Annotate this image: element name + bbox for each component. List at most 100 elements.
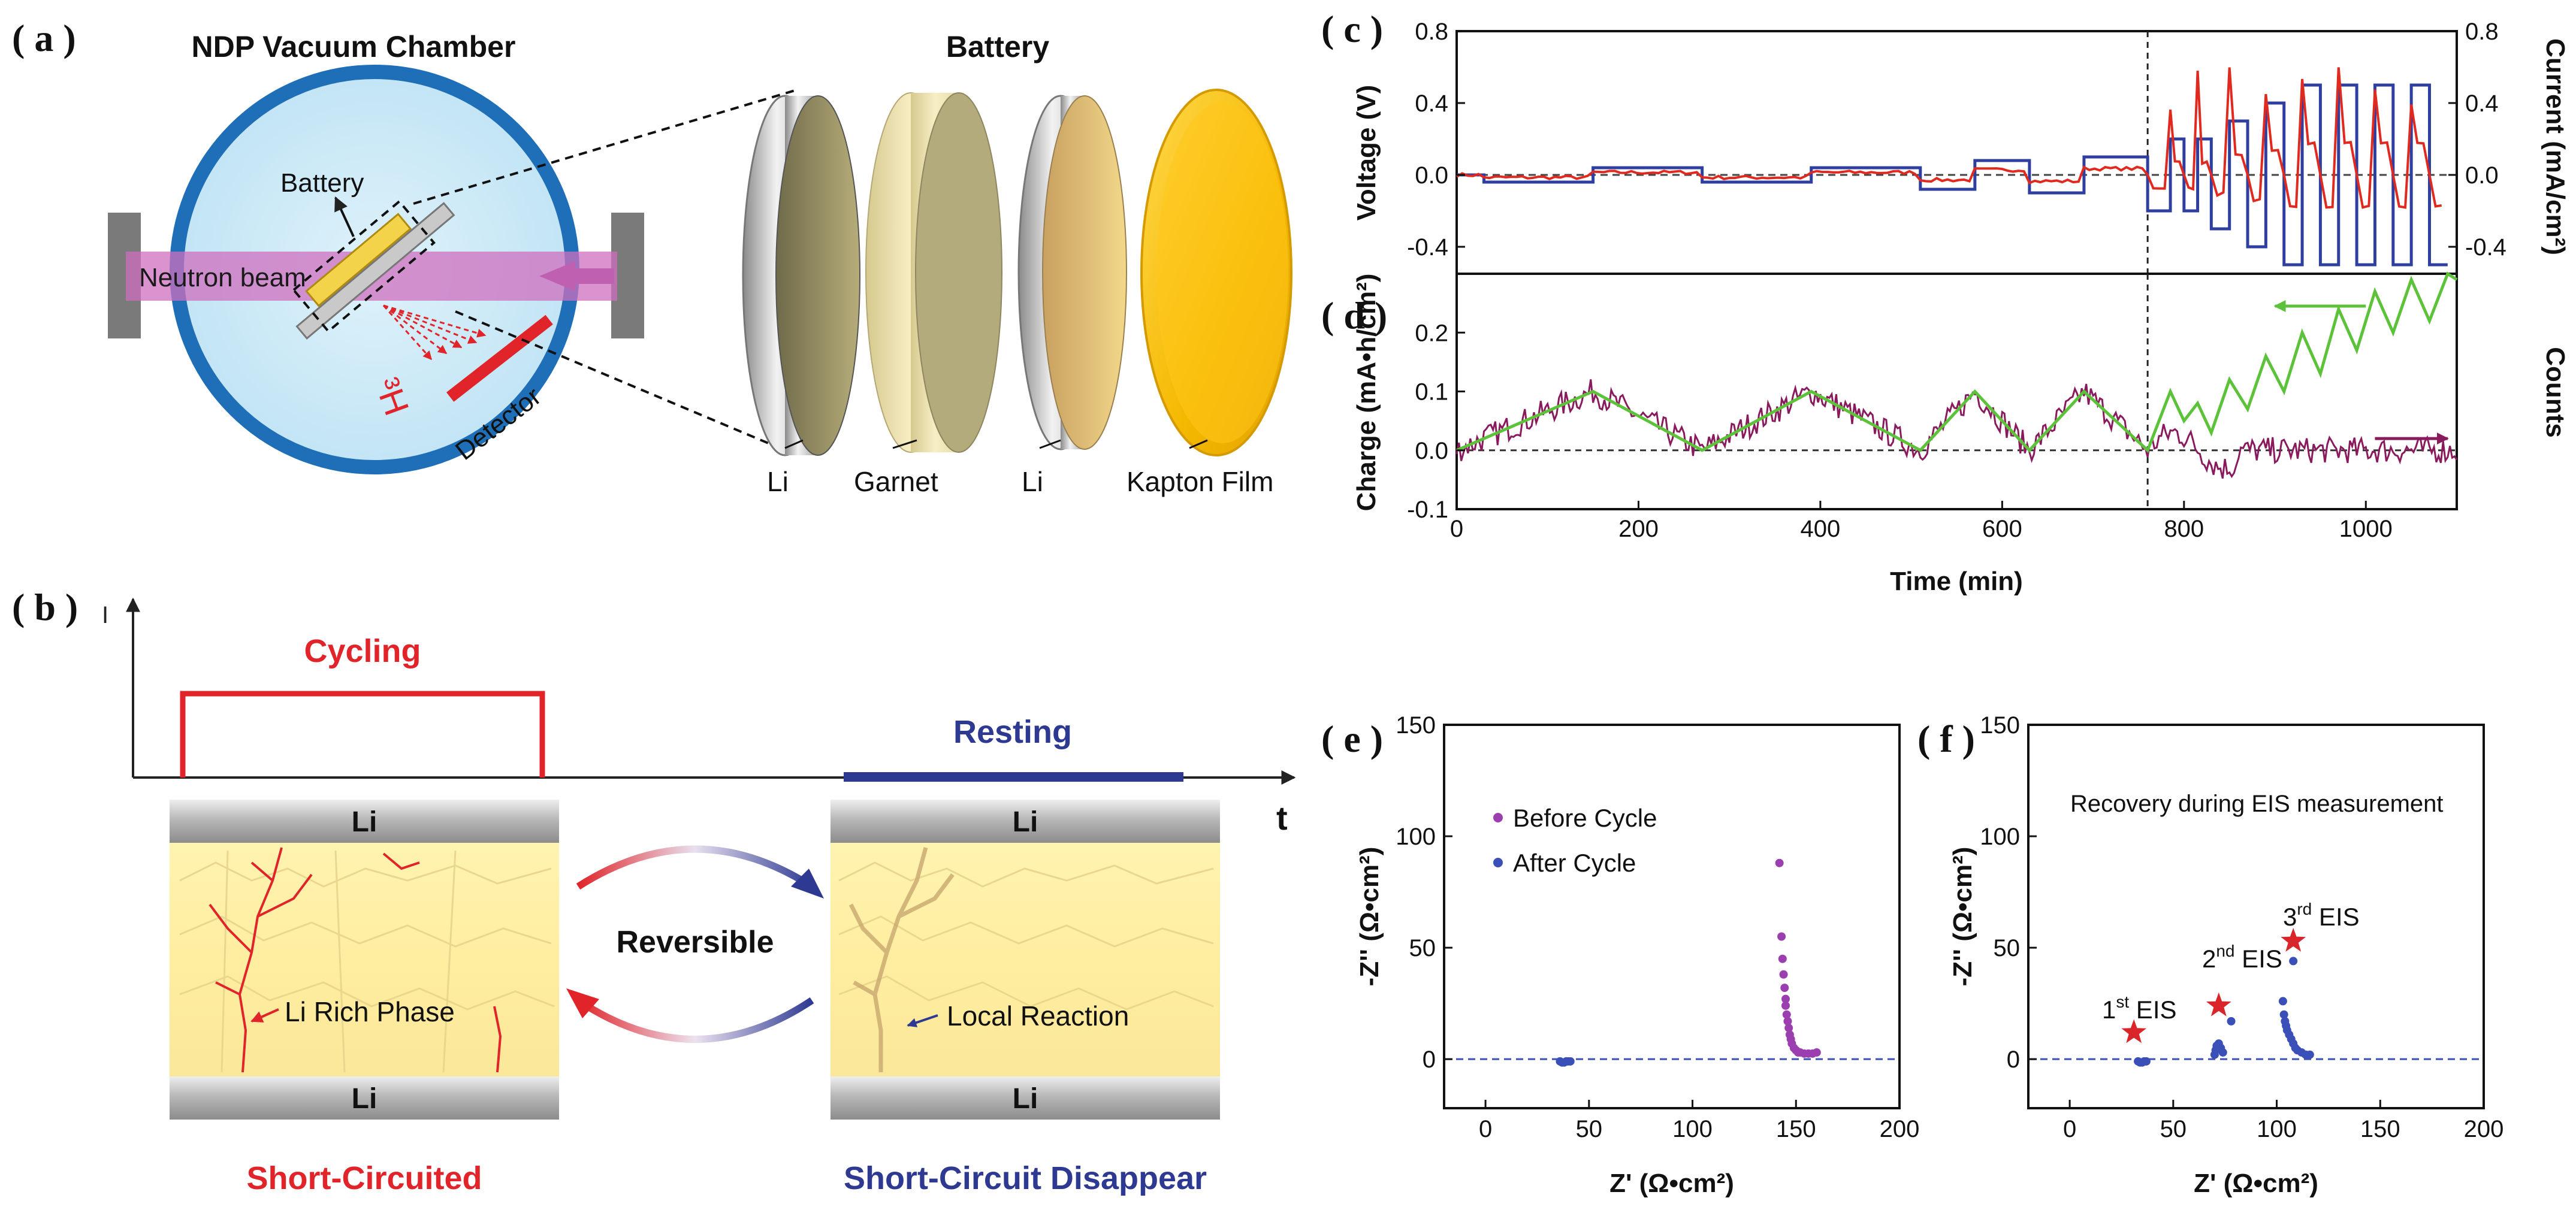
e-xtick-label: 200 [1880,1116,1920,1142]
panel-e-label: ( e ) [1321,718,1383,760]
panel-d-label: ( d ) [1321,294,1387,337]
c-ytick-label: -0.4 [1407,234,1448,261]
panel-f-label: ( f ) [1917,718,1975,760]
d-ytick-label: -0.1 [1407,497,1448,523]
battery-pointer [334,196,355,237]
f-title: Recovery during EIS measurement [2070,791,2444,817]
cycling-label: Cycling [304,633,421,669]
battery-stack [742,89,1292,456]
f-ytick-label: 150 [1980,712,2020,739]
left-caption: Short-Circuited [246,1160,482,1196]
e-point [1780,984,1789,993]
e-legend: Before Cycle After Cycle [1493,804,1657,877]
f-xtick-label: 100 [2257,1116,2297,1142]
e-point [1783,1017,1792,1026]
left-cell: Li Li Li Rich Phase [170,800,559,1120]
panel-e: ( e ) 0 50 100 150 200 150 100 50 0 -Z'' (Ω•cm²)… [1321,712,1919,1198]
f-annot-3rd: 3rd EIS [2283,900,2360,931]
li-top-right: Li [1013,806,1038,838]
e-ytick-label: 100 [1396,824,1436,850]
f-star-icon [2206,992,2231,1017]
stack-labels: Li Garnet Li Kapton Film [767,439,1273,497]
e-xtick-label: 100 [1672,1116,1713,1142]
d-ylabel: Charge (mA•h/cm²) [1352,274,1381,512]
reversible-arrowhead-bottom [566,988,599,1018]
e-legend-after-dot [1493,858,1503,867]
d-xtick-label: 1000 [2339,516,2393,542]
f-point [2142,1057,2151,1066]
li-bottom-left: Li [352,1083,378,1115]
e-point [1777,932,1786,941]
e-point [1782,1010,1791,1019]
li-bottom-right: Li [1013,1083,1038,1115]
f-annot-2nd: 2nd EIS [2202,942,2282,973]
b-axis-i-label: I [102,602,108,628]
c-y2tick-label: 0.4 [2465,90,2499,117]
sample-holder [292,199,455,340]
f-annot-3rd-num: 3 [2283,903,2297,931]
e-xtick-label: 0 [1479,1116,1492,1142]
f-xlabel: Z' (Ω•cm²) [2194,1169,2318,1198]
zoom-line-bottom [455,310,798,456]
panel-d: ( d ) 0.2 0.1 0.0 -0.10 200 400 600 800 1000 Cha… [1321,271,2570,596]
f-point [2279,1010,2288,1019]
d-xtick-label: 800 [2164,516,2204,542]
stack-label-kapton: Kapton Film [1127,466,1273,497]
f-star-icon [2281,927,2306,952]
e-legend-after: After Cycle [1513,849,1636,877]
c-y2tick-label: 0.8 [2465,19,2499,45]
e-xlabel: Z' (Ω•cm²) [1609,1169,1734,1198]
c-ytick-label: 0.4 [1415,90,1448,117]
f-xtick-label: 50 [2160,1116,2187,1142]
panel-b-label: ( b ) [12,586,78,628]
plot-f-marks [2028,927,2484,1067]
panel-f: ( f ) 0 50 100 150 200 150 100 50 0 -Z'' (Ω•cm²)… [1917,712,2503,1198]
d-counts-line [1455,379,2458,479]
c-current-line [1457,83,2448,267]
local-reaction-label: Local Reaction [947,1000,1129,1032]
plot-e-ticks: 0 50 100 150 200 150 100 50 0 [1396,712,1919,1142]
li-rich-label: Li Rich Phase [285,996,455,1027]
reversible-arrow-bottom [576,997,814,1043]
stack-title: Battery [946,30,1049,63]
f-annot-2nd-text: EIS [2235,945,2282,973]
c-ylabel: Voltage (V) [1352,85,1381,221]
panel-a: ( a ) NDP Vacuum Chamber Neutron beam Ba… [12,17,1292,497]
reversible-label: Reversible [616,925,774,960]
e-legend-before-dot [1493,813,1503,822]
e-ytick-label: 50 [1409,935,1436,961]
resting-label: Resting [953,714,1072,750]
d-xlabel: Time (min) [1890,567,2023,596]
d-xtick-label: 200 [1618,516,1659,542]
f-annot-1st-num: 1 [2102,996,2116,1024]
beam-arrow-tail [572,268,614,284]
f-annot-3rd-text: EIS [2312,903,2359,931]
d-charge-line [1456,271,2458,453]
f-annot-1st: 1st EIS [2102,993,2177,1024]
f-ytick-label: 50 [1994,935,2021,961]
f-annot-2nd-num: 2 [2202,945,2216,973]
f-star-icon [2121,1019,2147,1043]
e-point [1779,970,1788,979]
e-point [1566,1057,1575,1066]
beam-arrow-icon [539,261,575,291]
reversible-arrowhead-top [791,869,824,899]
e-point [1778,954,1787,963]
d-xtick-label: 400 [1801,516,1841,542]
e-point [1784,1024,1793,1033]
c-ytick-label: 0.0 [1415,162,1448,189]
cycling-pulse [180,691,545,778]
e-point [1781,994,1790,1003]
b-axis-t-label: t [1276,799,1288,837]
f-xtick-label: 200 [2464,1116,2504,1142]
d-ytick-label: 0.0 [1415,438,1448,464]
plot-f-frame [2027,724,2485,1109]
d-xtick-label: 0 [1450,516,1463,542]
d-ytick-label: 0.1 [1415,379,1448,406]
f-ytick-label: 100 [1980,824,2020,850]
e-legend-before: Before Cycle [1513,804,1657,832]
li-top-left: Li [352,806,378,838]
f-point [2289,957,2298,966]
f-xtick-label: 150 [2360,1116,2400,1142]
